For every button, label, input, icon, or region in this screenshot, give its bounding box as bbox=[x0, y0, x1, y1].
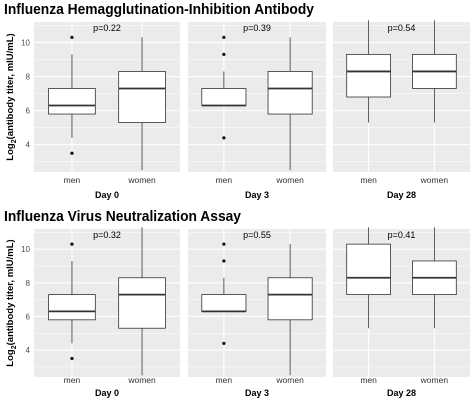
p-value-label: p=0.32 bbox=[93, 230, 121, 240]
x-tick-label-women: women bbox=[127, 175, 156, 185]
panel-label: Day 3 bbox=[245, 388, 269, 398]
p-value-label: p=0.55 bbox=[243, 230, 271, 240]
x-tick-label-men: men bbox=[360, 175, 377, 185]
x-tick-label-women: women bbox=[275, 375, 304, 385]
x-tick-label-men: men bbox=[360, 375, 377, 385]
outlier-point bbox=[70, 242, 74, 246]
y-tick-label: 8 bbox=[26, 279, 31, 288]
chart-title-neutralization: Influenza Virus Neutralization Assay bbox=[4, 208, 241, 225]
panel-label: Day 3 bbox=[245, 190, 269, 200]
chart-title-hemagglutination: Influenza Hemagglutination-Inhibition An… bbox=[4, 1, 314, 18]
outlier-point bbox=[70, 35, 74, 39]
p-value-label: p=0.39 bbox=[243, 23, 271, 33]
box-men bbox=[48, 294, 96, 321]
x-tick-label-women: women bbox=[275, 175, 304, 185]
outlier-point bbox=[222, 136, 226, 140]
outlier-point bbox=[222, 259, 226, 263]
p-value-label: p=0.41 bbox=[388, 230, 416, 240]
outlier-point bbox=[222, 341, 226, 345]
box-women bbox=[118, 71, 166, 123]
x-tick-label-men: men bbox=[64, 175, 81, 185]
box-women bbox=[118, 277, 166, 329]
panel-label: Day 28 bbox=[387, 388, 416, 398]
y-axis-label: Log2(antibody titer, mIU/mL) bbox=[5, 239, 18, 366]
y-tick-label: 10 bbox=[21, 38, 30, 47]
box-women bbox=[267, 71, 313, 115]
outlier-point bbox=[222, 35, 226, 39]
y-axis-label: Log2(antibody titer, mIU/mL) bbox=[5, 33, 18, 160]
p-value-label: p=0.22 bbox=[93, 23, 121, 33]
outlier-point bbox=[70, 356, 74, 361]
box-men bbox=[201, 88, 247, 106]
box-men bbox=[201, 294, 247, 312]
box-women bbox=[267, 277, 313, 321]
y-tick-label: 10 bbox=[21, 245, 30, 254]
x-tick-label-women: women bbox=[420, 175, 449, 185]
p-value-label: p=0.54 bbox=[388, 23, 416, 33]
y-tick-label: 6 bbox=[26, 312, 31, 321]
x-tick-label-women: women bbox=[127, 375, 156, 385]
x-tick-label-men: men bbox=[64, 375, 81, 385]
y-tick-label: 6 bbox=[26, 107, 31, 116]
box-men bbox=[346, 53, 391, 98]
panel-label: Day 0 bbox=[95, 388, 119, 398]
x-tick-label-men: men bbox=[216, 175, 233, 185]
y-tick-label: 4 bbox=[26, 141, 31, 150]
y-tick-label: 4 bbox=[26, 346, 31, 355]
box-men bbox=[48, 88, 96, 115]
box-men bbox=[346, 243, 391, 295]
y-tick-label: 8 bbox=[26, 73, 31, 82]
outlier-point bbox=[222, 52, 226, 56]
x-tick-label-men: men bbox=[216, 375, 233, 385]
outlier-point bbox=[70, 151, 74, 155]
x-tick-label-women: women bbox=[420, 375, 449, 385]
panel-label: Day 0 bbox=[95, 190, 119, 200]
panel-label: Day 28 bbox=[387, 190, 416, 200]
outlier-point bbox=[222, 242, 226, 246]
